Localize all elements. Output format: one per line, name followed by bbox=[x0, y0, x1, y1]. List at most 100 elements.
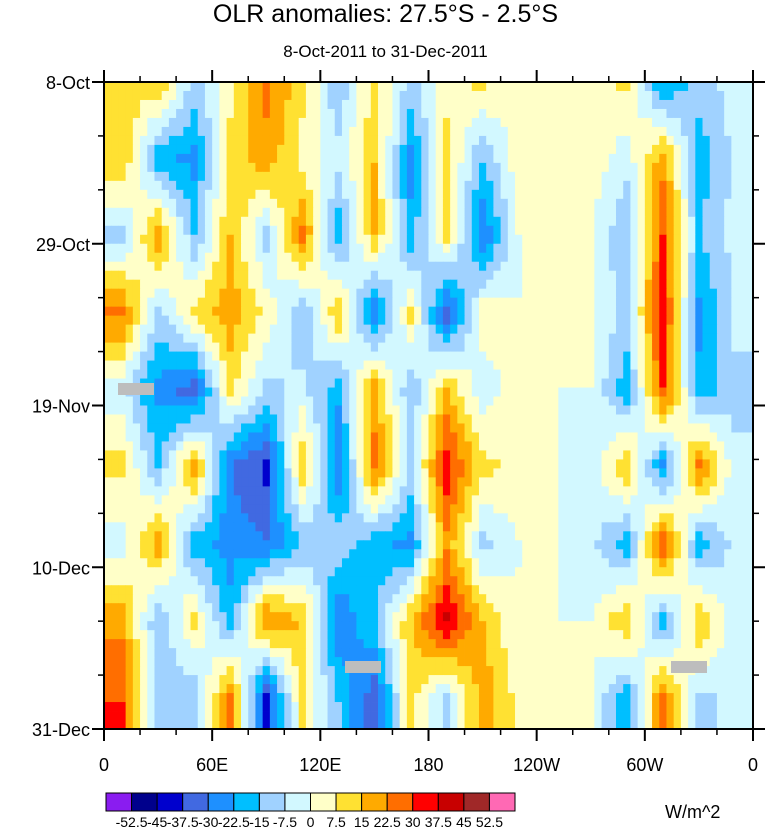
heatmap-cell bbox=[349, 153, 357, 164]
heatmap-cell bbox=[298, 171, 307, 182]
heatmap-cell bbox=[341, 351, 350, 361]
heatmap-cell bbox=[248, 477, 256, 487]
heatmap-cell bbox=[291, 396, 300, 406]
heatmap-cell bbox=[594, 261, 602, 272]
heatmap-cell bbox=[630, 360, 639, 370]
heatmap-cell bbox=[486, 117, 494, 128]
heatmap-cell bbox=[269, 99, 278, 110]
heatmap-cell bbox=[709, 189, 718, 200]
heatmap-cell bbox=[399, 162, 408, 173]
heatmap-cell bbox=[565, 198, 574, 209]
heatmap-cell bbox=[370, 558, 379, 568]
heatmap-cell bbox=[147, 315, 155, 326]
heatmap-cell bbox=[212, 180, 220, 191]
heatmap-cell bbox=[226, 315, 235, 326]
heatmap-cell bbox=[615, 513, 624, 523]
heatmap-cell bbox=[140, 162, 148, 173]
heatmap-cell bbox=[515, 162, 523, 173]
heatmap-cell bbox=[464, 567, 473, 577]
heatmap-cell bbox=[277, 333, 285, 343]
heatmap-cell bbox=[565, 279, 574, 290]
heatmap-cell bbox=[226, 162, 235, 173]
heatmap-cell bbox=[716, 477, 725, 487]
heatmap-cell bbox=[233, 243, 242, 254]
heatmap-cell bbox=[536, 82, 545, 92]
heatmap-cell bbox=[551, 243, 559, 254]
heatmap-cell bbox=[111, 378, 119, 388]
heatmap-cell bbox=[702, 378, 711, 388]
heatmap-cell bbox=[565, 108, 574, 119]
heatmap-cell bbox=[233, 576, 242, 586]
heatmap-cell bbox=[630, 171, 639, 182]
heatmap-cell bbox=[262, 306, 271, 317]
heatmap-cell bbox=[572, 441, 581, 451]
heatmap-cell bbox=[255, 216, 264, 227]
heatmap-cell bbox=[637, 504, 646, 514]
heatmap-cell bbox=[457, 315, 465, 326]
heatmap-cell bbox=[183, 234, 191, 245]
heatmap-cell bbox=[140, 153, 148, 164]
heatmap-cell bbox=[277, 225, 285, 236]
heatmap-cell bbox=[579, 396, 588, 406]
heatmap-cell bbox=[363, 225, 372, 236]
heatmap-cell bbox=[356, 414, 364, 424]
heatmap-cell bbox=[269, 477, 278, 487]
heatmap-cell bbox=[464, 459, 473, 469]
heatmap-cell bbox=[579, 324, 588, 335]
heatmap-cell bbox=[183, 288, 191, 299]
heatmap-cell bbox=[579, 180, 588, 191]
heatmap-cell bbox=[399, 477, 408, 487]
heatmap-cell bbox=[680, 261, 689, 272]
heatmap-cell bbox=[421, 459, 429, 469]
heatmap-cell bbox=[284, 549, 292, 559]
heatmap-cell bbox=[327, 504, 336, 514]
heatmap-cell bbox=[385, 288, 393, 299]
heatmap-cell bbox=[399, 198, 408, 209]
heatmap-cell bbox=[204, 450, 213, 460]
heatmap-cell bbox=[262, 234, 271, 245]
heatmap-cell bbox=[478, 261, 487, 272]
heatmap-cell bbox=[414, 459, 422, 469]
heatmap-cell bbox=[507, 234, 516, 245]
heatmap-cell bbox=[414, 90, 422, 101]
heatmap-cell bbox=[320, 477, 328, 487]
heatmap-cell bbox=[601, 288, 610, 299]
heatmap-cell bbox=[659, 216, 667, 227]
heatmap-cell bbox=[579, 207, 588, 218]
heatmap-cell bbox=[493, 82, 502, 92]
heatmap-cell bbox=[204, 234, 213, 245]
heatmap-cell bbox=[666, 549, 675, 559]
heatmap-cell bbox=[269, 549, 278, 559]
heatmap-cell bbox=[529, 243, 538, 254]
heatmap-cell bbox=[522, 522, 530, 532]
heatmap-cell bbox=[269, 423, 278, 433]
heatmap-cell bbox=[147, 306, 155, 317]
heatmap-cell bbox=[219, 540, 227, 550]
heatmap-cell bbox=[212, 324, 220, 335]
heatmap-cell bbox=[601, 261, 610, 272]
heatmap-cell bbox=[147, 531, 155, 541]
heatmap-cell bbox=[659, 189, 667, 200]
heatmap-cell bbox=[644, 459, 653, 469]
heatmap-cell bbox=[399, 423, 408, 433]
heatmap-cell bbox=[341, 522, 350, 532]
heatmap-cell bbox=[579, 144, 588, 155]
heatmap-cell bbox=[399, 288, 408, 299]
heatmap-cell bbox=[104, 342, 112, 352]
heatmap-cell bbox=[688, 297, 696, 308]
heatmap-cell bbox=[111, 171, 119, 182]
heatmap-cell bbox=[471, 549, 480, 559]
heatmap-cell bbox=[183, 576, 191, 586]
heatmap-cell bbox=[197, 225, 206, 236]
heatmap-cell bbox=[298, 153, 307, 164]
heatmap-cell bbox=[356, 513, 364, 523]
heatmap-cell bbox=[277, 279, 285, 290]
heatmap-cell bbox=[241, 567, 249, 577]
heatmap-cell bbox=[551, 144, 559, 155]
heatmap-cell bbox=[111, 459, 119, 469]
heatmap-cell bbox=[327, 324, 336, 335]
heatmap-cell bbox=[601, 432, 610, 442]
heatmap-cell bbox=[731, 360, 739, 370]
heatmap-cell bbox=[154, 351, 163, 361]
heatmap-cell bbox=[731, 315, 739, 326]
